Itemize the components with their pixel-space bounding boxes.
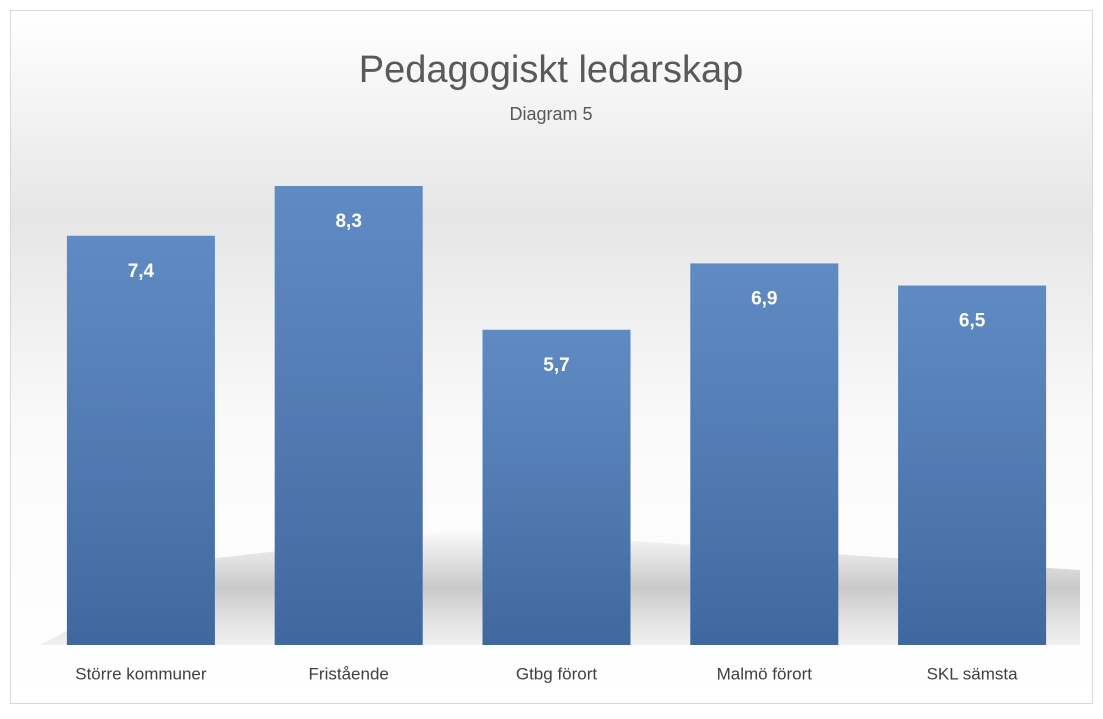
x-tick-label: SKL sämsta: [927, 664, 1019, 683]
bar-shade: [274, 186, 423, 645]
chart-title: Pedagogiskt ledarskap: [359, 49, 743, 91]
x-tick-label: Större kommuner: [75, 664, 207, 683]
bar-shade: [482, 329, 631, 645]
data-label: 8,3: [335, 211, 361, 232]
data-label: 6,9: [751, 288, 777, 309]
x-tick-label: Fristående: [309, 664, 389, 683]
bar-shade: [898, 285, 1047, 645]
bar-shade: [690, 263, 839, 645]
data-label: 6,5: [959, 311, 986, 332]
x-tick-label: Gtbg förort: [516, 664, 598, 683]
data-label: 5,7: [543, 355, 569, 376]
bar-shade: [66, 235, 215, 645]
data-label: 7,4: [128, 261, 155, 282]
x-tick-label: Malmö förort: [717, 664, 813, 683]
chart-subtitle: Diagram 5: [509, 104, 592, 124]
